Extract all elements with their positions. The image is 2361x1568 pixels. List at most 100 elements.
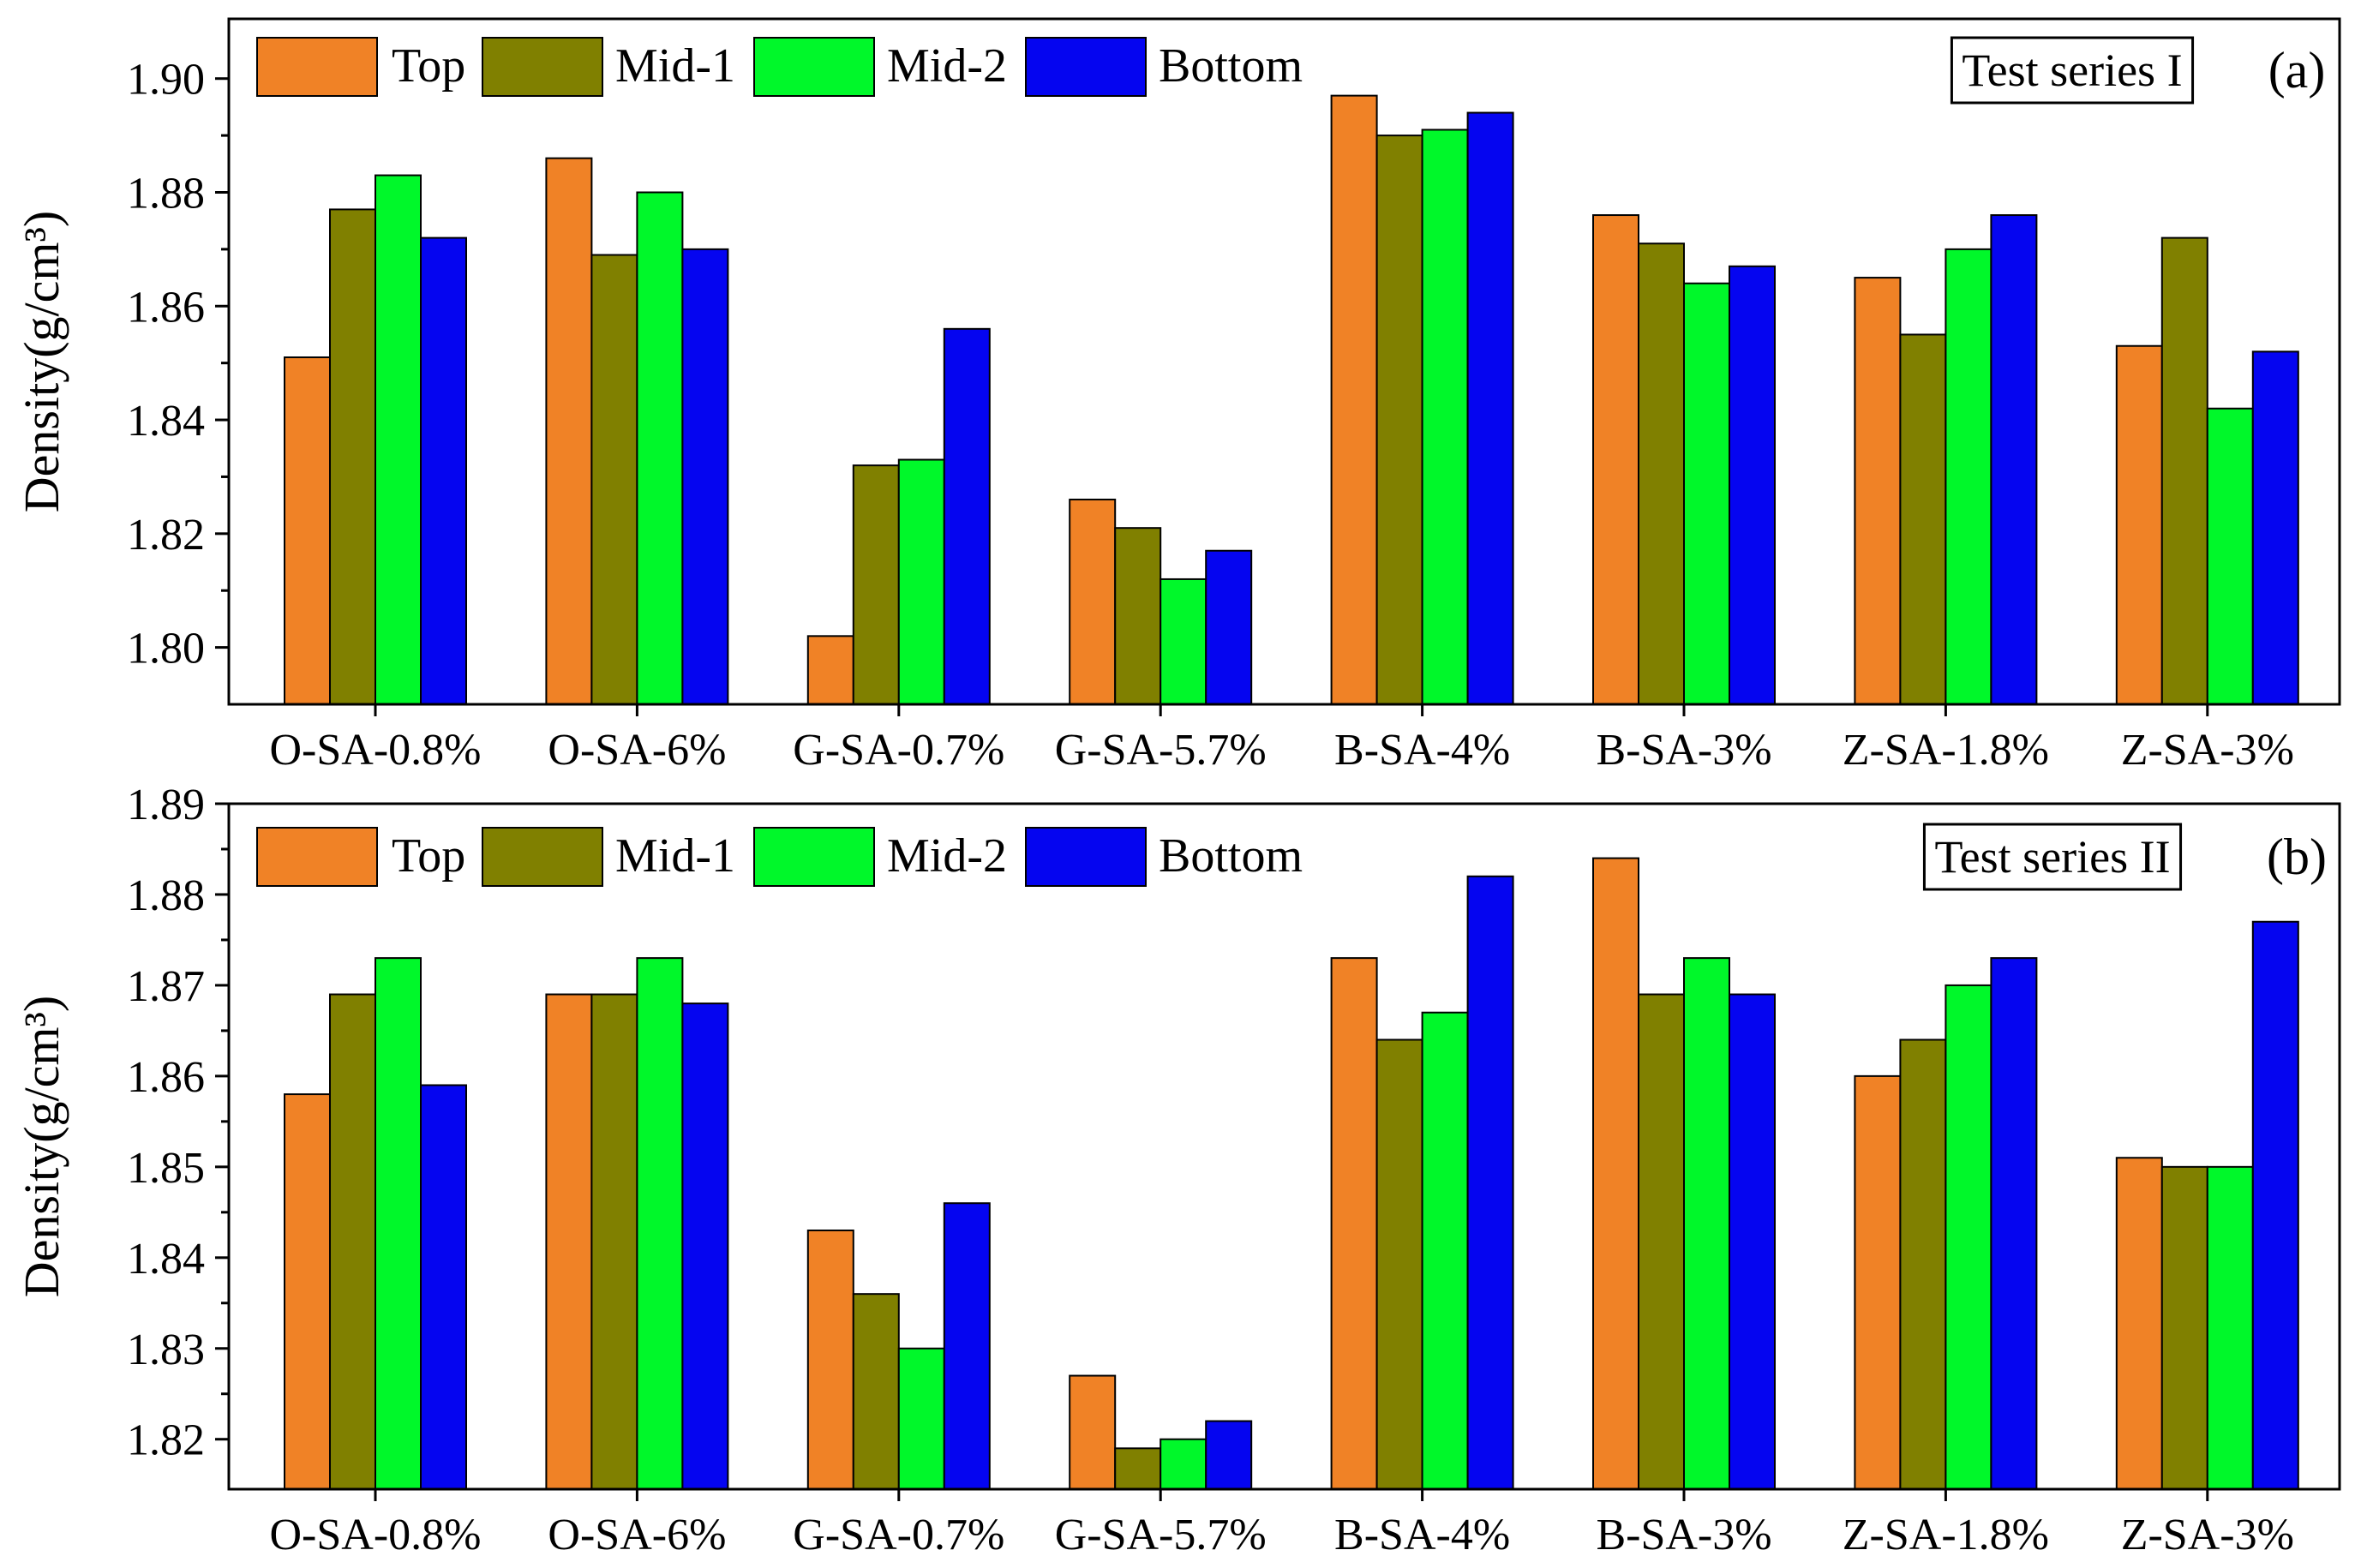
panel-label: (a)	[2268, 42, 2326, 99]
y-tick-label: 1.87	[127, 962, 205, 1011]
bar-bottom-4	[1205, 549, 1253, 705]
legend-swatch-mid-2	[753, 827, 875, 887]
bar-bottom-6	[1729, 993, 1776, 1491]
bar-bottom-1	[420, 1084, 467, 1490]
bar-mid-2-2	[636, 957, 684, 1490]
legend-label-mid-2: Mid-2	[887, 829, 1007, 883]
x-tick-label: G-SA-0.7%	[793, 726, 1004, 775]
y-tick-label: 1.84	[127, 397, 205, 446]
bar-bottom-5	[1466, 875, 1514, 1490]
y-axis-title: Density(g/cm³)	[14, 996, 69, 1297]
bar-mid-2-4	[1160, 1438, 1207, 1490]
x-tick-label: Z-SA-1.8%	[1843, 1511, 2049, 1559]
bar-mid-1-6	[1638, 242, 1685, 705]
bar-mid-2-2	[636, 191, 684, 705]
chart-panel-b: O-SA-0.8% O-SA-6% G-SA-0.7% G-SA-5.7% B-SA-4…	[14, 781, 2341, 1559]
y-tick-label: 1.86	[127, 1053, 205, 1102]
legend-swatch-bottom	[1025, 37, 1147, 97]
bar-mid-1-8	[2160, 1165, 2208, 1490]
x-tick-label: G-SA-0.7%	[793, 1511, 1004, 1559]
bar-top-6	[1592, 214, 1639, 705]
annotation-box	[1950, 36, 2195, 105]
y-tick-label: 1.82	[127, 511, 205, 560]
bar-top-5	[1330, 957, 1378, 1490]
bar-mid-1-3	[852, 464, 900, 705]
bar-mid-1-7	[1899, 1038, 1947, 1490]
bar-mid-2-1	[375, 174, 422, 705]
legend-label-mid-1: Mid-1	[615, 39, 735, 93]
y-tick-label: 1.89	[127, 781, 205, 829]
bar-top-1	[284, 356, 331, 705]
legend-swatch-top	[256, 37, 378, 97]
x-tick-label: O-SA-0.8%	[270, 726, 482, 775]
bar-mid-2-4	[1160, 578, 1207, 705]
x-tick-label: B-SA-3%	[1596, 726, 1771, 775]
x-tick-label: B-SA-3%	[1596, 1511, 1771, 1559]
legend-label-mid-2: Mid-2	[887, 39, 1007, 93]
bar-top-7	[1854, 1074, 1902, 1490]
bar-top-4	[1069, 1374, 1117, 1491]
y-tick-label: 1.86	[127, 283, 205, 332]
bar-mid-2-7	[1945, 248, 1992, 706]
x-tick-label: O-SA-6%	[548, 726, 726, 775]
bar-top-8	[2115, 1157, 2163, 1490]
bar-bottom-4	[1205, 1420, 1253, 1490]
bar-mid-2-7	[1945, 984, 1992, 1490]
bar-top-3	[806, 635, 854, 706]
bar-top-6	[1592, 857, 1639, 1490]
legend-swatch-bottom	[1025, 827, 1147, 887]
legend-swatch-top	[256, 827, 378, 887]
bar-top-5	[1330, 94, 1378, 706]
x-tick-label: B-SA-4%	[1334, 726, 1510, 775]
x-tick-label: O-SA-6%	[548, 1511, 726, 1559]
bar-top-2	[545, 993, 593, 1491]
y-tick-label: 1.85	[127, 1144, 205, 1193]
bar-mid-2-3	[897, 1347, 945, 1490]
legend-label-top: Top	[392, 39, 465, 93]
plot-frame	[227, 17, 2341, 706]
annotation-box	[1922, 823, 2183, 891]
y-tick-label: 1.83	[127, 1326, 205, 1374]
bar-bottom-1	[420, 236, 467, 705]
bar-bottom-7	[1990, 957, 2038, 1490]
bar-mid-1-3	[852, 1293, 900, 1490]
bar-mid-2-5	[1421, 1011, 1469, 1490]
y-axis-title: Density(g/cm³)	[14, 211, 69, 512]
bar-bottom-7	[1990, 214, 2038, 705]
y-tick-label: 1.80	[127, 625, 205, 673]
bar-mid-2-5	[1421, 129, 1469, 706]
legend-label-bottom: Bottom	[1159, 39, 1303, 93]
bar-mid-1-1	[329, 993, 376, 1491]
legend-label-bottom: Bottom	[1159, 829, 1303, 883]
bar-bottom-3	[943, 1202, 991, 1491]
x-tick-label: Z-SA-3%	[2121, 726, 2294, 775]
bar-mid-1-7	[1899, 333, 1947, 705]
bar-top-2	[545, 157, 593, 706]
chart-panel-a: O-SA-0.8% O-SA-6% G-SA-0.7% G-SA-5.7% B-SA-4…	[14, 17, 2341, 775]
bar-top-4	[1069, 498, 1117, 705]
y-tick-label: 1.88	[127, 871, 205, 920]
bar-top-3	[806, 1230, 854, 1491]
bar-bottom-2	[681, 248, 729, 706]
y-tick-label: 1.84	[127, 1235, 205, 1284]
bar-mid-1-4	[1114, 1447, 1162, 1490]
bar-mid-1-2	[590, 254, 638, 705]
bar-mid-1-2	[590, 993, 638, 1491]
bar-mid-2-1	[375, 957, 422, 1490]
legend-swatch-mid-1	[482, 37, 603, 97]
bar-top-8	[2115, 344, 2163, 705]
bar-bottom-8	[2251, 350, 2299, 705]
legend-label-top: Top	[392, 829, 465, 883]
y-tick-label: 1.90	[127, 56, 205, 105]
bar-bottom-2	[681, 1002, 729, 1490]
legend-label-mid-1: Mid-1	[615, 829, 735, 883]
bar-mid-1-1	[329, 208, 376, 706]
y-tick-label: 1.88	[127, 169, 205, 218]
x-tick-label: G-SA-5.7%	[1055, 726, 1267, 775]
x-tick-label: Z-SA-1.8%	[1843, 726, 2049, 775]
x-tick-label: G-SA-5.7%	[1055, 1511, 1267, 1559]
bar-mid-1-5	[1375, 135, 1423, 705]
bar-mid-2-8	[2206, 407, 2254, 705]
y-tick-label: 1.82	[127, 1416, 205, 1465]
